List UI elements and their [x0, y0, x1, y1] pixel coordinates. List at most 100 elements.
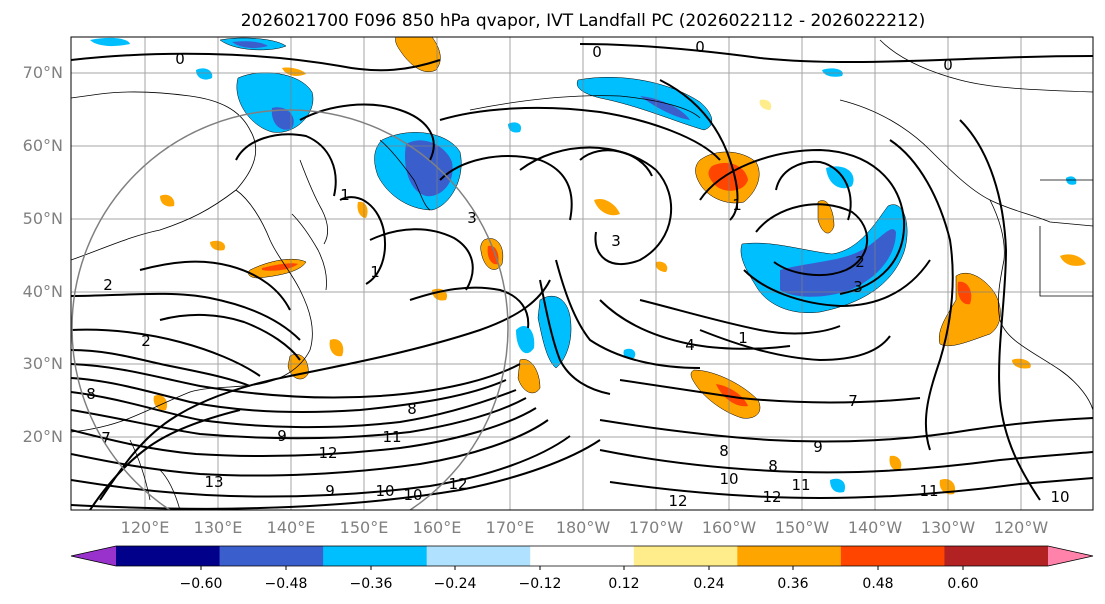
pos-anomaly-small-2: [594, 198, 620, 216]
colorbar-frame: [70, 545, 1094, 567]
colorbar-tick-label: 0.48: [862, 576, 893, 592]
colorbar-ticks: [200, 566, 964, 570]
colorbar-tick-label: −0.24: [434, 576, 477, 592]
contour-label: 8: [86, 385, 96, 403]
longitude-labels: 120°E 130°E 140°E 150°E 160°E 170°E 180°…: [121, 518, 1049, 537]
pos-anomaly-small-12: [357, 201, 368, 218]
contour-label: 7: [101, 429, 111, 447]
map-frame: [70, 36, 1094, 511]
lon-label: 130°W: [921, 518, 976, 537]
colorbar-tick-label: 0.36: [777, 576, 808, 592]
pos-anomaly-jet-tail: [517, 359, 541, 394]
colorbar-swatch: [530, 546, 635, 566]
lon-label: 120°W: [994, 518, 1049, 537]
pos-anomaly-central-pacific-core: [487, 245, 499, 265]
contour-label: 9: [813, 438, 823, 456]
neg-anomaly-small-1: [196, 68, 213, 80]
contour-label: 10: [403, 486, 422, 504]
colorbar-tick-label: −0.48: [265, 576, 308, 592]
contour-label: 11: [791, 476, 810, 494]
landfall-region-circle: [71, 109, 509, 510]
colorbar-tick-label: −0.60: [180, 576, 223, 592]
contour-label: 8: [768, 457, 778, 475]
contour-label: 8: [719, 442, 729, 460]
neg-anomaly-low-center-core: [780, 229, 896, 297]
lon-label: 150°E: [340, 518, 389, 537]
colorbar-tick-label: 0.24: [693, 576, 724, 592]
contour-label: 9: [277, 427, 287, 445]
contour-label: 3: [611, 232, 621, 250]
contour-label: 0: [175, 50, 185, 68]
lat-label: 30°N: [23, 354, 63, 373]
contour-label: 3: [853, 278, 863, 296]
contour-labels: 0 0 0 0 1 1 1 1 2 2 2 3 3 3 4 7 7 8 8 8: [86, 38, 1069, 510]
contour-label: 11: [919, 482, 938, 500]
neg-anomaly-small-6: [830, 478, 846, 493]
lon-label: 150°W: [775, 518, 830, 537]
contour-label: 12: [668, 492, 687, 510]
colorbar-swatch: [944, 546, 1049, 566]
colorbar-tick-label: −0.36: [350, 576, 393, 592]
pos-anomaly-subtropics-core: [716, 384, 748, 407]
colorbar-swatch: [219, 546, 324, 566]
neg-anomaly-jet-2: [516, 326, 535, 354]
contour-label: 10: [719, 470, 738, 488]
colorbar-extend-low: [71, 546, 116, 566]
colorbar-swatch: [426, 546, 531, 566]
neg-anomaly-small-3: [508, 122, 522, 133]
contour-label: 0: [943, 56, 953, 74]
lon-label: 140°E: [267, 518, 316, 537]
lat-label: 60°N: [23, 136, 63, 155]
colorbar-extend-high: [1048, 546, 1093, 566]
contour-label: 2: [141, 332, 151, 350]
colorbar-swatch: [840, 546, 945, 566]
contour-label: 12: [318, 444, 337, 462]
contour-label: 13: [204, 473, 223, 491]
neg-anomaly-arctic-2: [90, 37, 130, 47]
lat-label: 50°N: [23, 209, 63, 228]
ivt-contours: [71, 43, 1093, 510]
colorbar-tick-label: −0.12: [519, 576, 562, 592]
pos-anomaly-bering-core: [708, 162, 748, 191]
lat-label: 40°N: [23, 282, 63, 301]
lon-label: 120°E: [121, 518, 170, 537]
neg-anomaly-arctic-1-core: [232, 41, 268, 49]
pos-anomaly-small-8: [1060, 254, 1086, 266]
map-panel: 0 0 0 0 1 1 1 1 2 2 2 3 3 3 4 7 7 8 8 8: [70, 36, 1094, 511]
contour-label: 11: [382, 428, 401, 446]
lon-label: 180°W: [556, 518, 611, 537]
pos-anomaly-small-3: [329, 339, 344, 357]
contour-label: 12: [448, 475, 467, 493]
neg-anomaly-siberia-core: [271, 107, 294, 130]
lon-label: 130°E: [194, 518, 243, 537]
lon-label: 160°E: [413, 518, 462, 537]
contour-label: 0: [695, 38, 705, 56]
contour-label: 1: [738, 329, 748, 347]
colorbar: −0.60 −0.48 −0.36 −0.24 −0.12 0.12 0.24 …: [70, 545, 1094, 592]
pos-anomaly-small-7: [889, 455, 902, 471]
contour-label: 8: [407, 400, 417, 418]
pos-anomaly-small-14: [655, 261, 668, 272]
colorbar-tick-label: 0.12: [608, 576, 639, 592]
neg-anomaly-kamchatka-core: [404, 140, 453, 197]
colorbar-swatch: [633, 546, 738, 566]
latitude-labels: 70°N 60°N 50°N 40°N 30°N 20°N: [23, 63, 63, 446]
colorbar-swatches: [71, 546, 1093, 566]
colorbar-swatch: [323, 546, 428, 566]
colorbar-swatch: [116, 546, 221, 566]
contour-label: 1: [370, 263, 380, 281]
pos-anomaly-california-core: [957, 281, 972, 305]
neg-anomaly-small-5: [1066, 176, 1077, 185]
colorbar-tick-label: 0.60: [947, 576, 978, 592]
contour-label: 1: [340, 186, 350, 204]
contour-label: 9: [325, 482, 335, 500]
contour-label: 7: [848, 392, 858, 410]
contour-label: 2: [103, 276, 113, 294]
contour-label: 10: [375, 482, 394, 500]
pos-anomaly-east-asia-core: [262, 263, 298, 271]
contour-label: 3: [467, 209, 477, 227]
lat-label: 70°N: [23, 63, 63, 82]
colorbar-tick-labels: −0.60 −0.48 −0.36 −0.24 −0.12 0.12 0.24 …: [180, 576, 979, 592]
contour-label: 2: [855, 253, 865, 271]
